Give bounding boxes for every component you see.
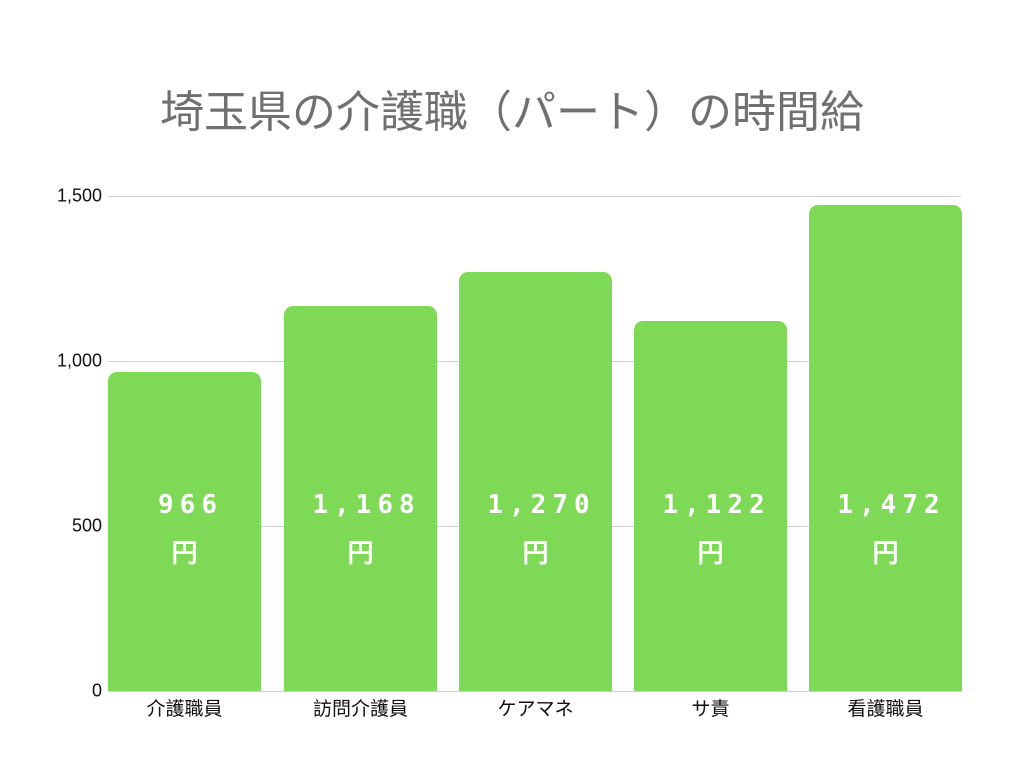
x-axis-baseline — [108, 691, 961, 692]
y-tick-label: 0 — [91, 680, 102, 701]
bar: 1,168 円 — [284, 305, 437, 691]
x-tick-label: ケアマネ — [497, 698, 574, 720]
x-tick-label: 訪問介護員 — [312, 698, 408, 720]
bar-value-label: 966 — [158, 489, 223, 520]
bar-value-label: 1,122 — [662, 489, 771, 520]
x-tick-label: 介護職員 — [146, 698, 223, 720]
gridline — [108, 196, 961, 197]
bar-value-label: 1,472 — [837, 489, 946, 520]
bar: 1,472 円 — [809, 205, 962, 691]
bar-value-label: 1,168 — [312, 489, 421, 520]
y-tick-label: 1,000 — [56, 350, 102, 371]
bar-unit-label: 円 — [872, 538, 899, 569]
x-tick-label: 看護職員 — [847, 698, 924, 720]
bar-unit-label: 円 — [171, 538, 198, 569]
bar-unit-label: 円 — [522, 538, 549, 569]
y-tick-label: 500 — [71, 515, 102, 536]
y-tick-label: 1,500 — [56, 185, 102, 206]
x-tick-label: サ責 — [691, 698, 730, 720]
bar-unit-label: 円 — [697, 538, 724, 569]
bar: 1,270 円 — [459, 271, 612, 691]
bar: 966 円 — [108, 372, 261, 691]
chart-title: 埼玉県の介護職（パート）の時間給 — [160, 87, 864, 138]
bar-unit-label: 円 — [347, 538, 374, 569]
bar: 1,122 円 — [634, 320, 787, 691]
bar-value-label: 1,270 — [487, 489, 596, 520]
